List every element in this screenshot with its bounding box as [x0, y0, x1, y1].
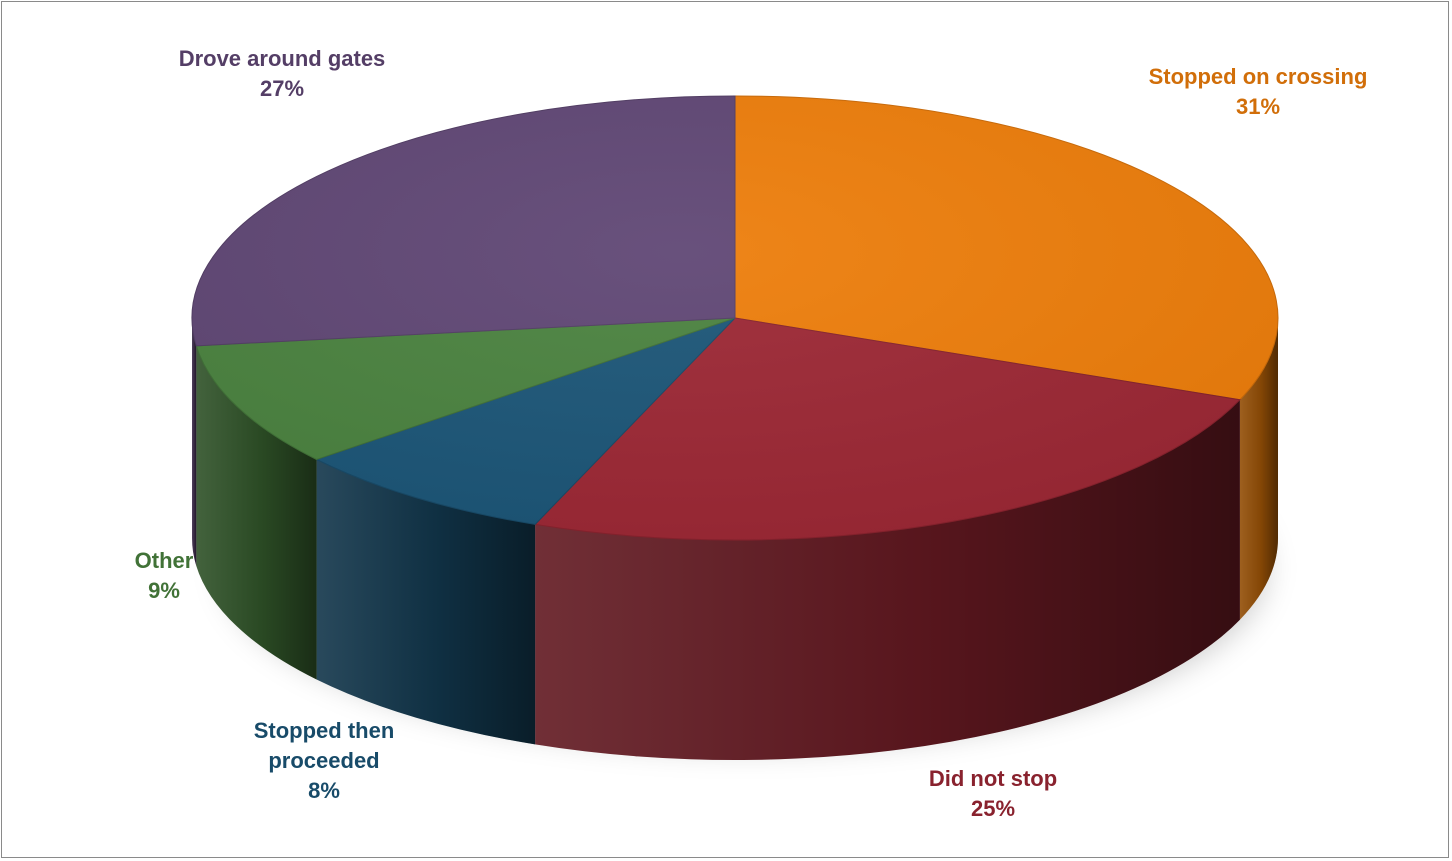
- slice-percent: 9%: [148, 578, 180, 603]
- pie-slice-side-shading: [535, 399, 1240, 761]
- slice-label: Other 9%: [135, 548, 194, 603]
- slice-label: Drove around gates 27%: [179, 46, 386, 101]
- pie-top-sheen: [192, 96, 1278, 540]
- slice-percent: 31%: [1236, 94, 1280, 119]
- pie-slice-side-shading: [196, 345, 317, 680]
- slice-label: Did not stop 25%: [929, 766, 1057, 821]
- pie-slice-side-shading: [1239, 318, 1278, 620]
- slice-percent: 27%: [260, 76, 304, 101]
- slice-percent: 8%: [308, 778, 340, 803]
- slice-label: Stopped on crossing 31%: [1149, 64, 1368, 119]
- pie-labels: Stopped on crossing 31% Did not stop 25% Sto…: [135, 46, 1368, 821]
- pie-depth: [192, 318, 1278, 761]
- pie-slice-side-shading: [192, 318, 197, 566]
- slice-label: Stopped then proceeded 8%: [254, 718, 395, 803]
- pie-slices: [191, 95, 1279, 541]
- pie-slice-side-shading: [316, 459, 536, 745]
- slice-percent: 25%: [971, 796, 1015, 821]
